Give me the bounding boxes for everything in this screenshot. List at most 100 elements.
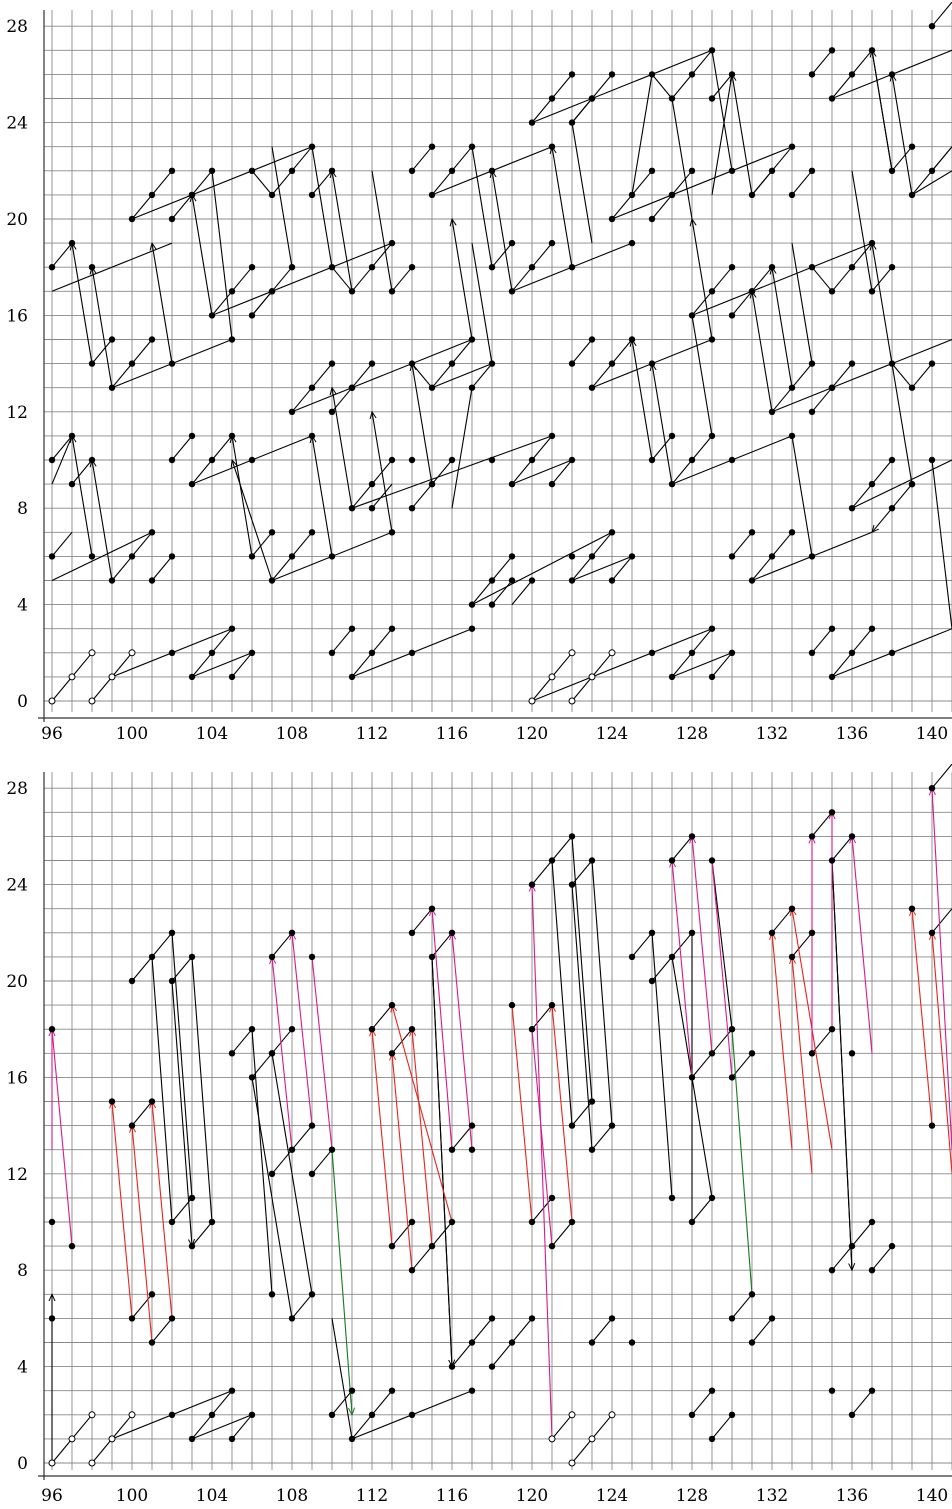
- edge-line: [591, 1125, 613, 1151]
- filled-dot: [448, 1218, 456, 1226]
- edge-line: [851, 242, 873, 268]
- grid: [44, 10, 952, 712]
- edge-line: [431, 363, 493, 389]
- filled-dot: [148, 1291, 156, 1298]
- filled-dot: [168, 1218, 176, 1226]
- filled-dot: [688, 71, 696, 78]
- edge-line: [311, 363, 333, 389]
- y-tick-label: 20: [6, 972, 28, 992]
- edge-line: [691, 49, 713, 75]
- filled-dot: [448, 167, 456, 174]
- edge-line: [651, 435, 673, 461]
- filled-dot: [868, 1218, 876, 1226]
- edge-line: [752, 291, 773, 412]
- red-differential: [412, 1029, 433, 1247]
- y-tick-label: 8: [17, 499, 28, 519]
- edge-line: [711, 1028, 733, 1054]
- filled-dot: [868, 239, 876, 247]
- edge-line: [571, 339, 593, 364]
- filled-dot: [168, 456, 176, 464]
- edge-line: [251, 1029, 273, 1295]
- edge-line: [251, 531, 273, 557]
- open-dot: [68, 673, 76, 681]
- y-tick-label: 12: [6, 403, 28, 423]
- edge-line: [931, 764, 952, 789]
- filled-dot: [248, 167, 256, 174]
- filled-dot: [828, 1387, 836, 1394]
- edge-line: [631, 932, 653, 958]
- edge-line: [231, 266, 253, 292]
- edge-line: [92, 460, 113, 581]
- filled-dot: [208, 1411, 216, 1419]
- edge-line: [731, 531, 753, 557]
- filled-dot: [548, 95, 556, 102]
- edge-line: [931, 459, 952, 629]
- edge-line: [331, 1318, 353, 1439]
- open-dot: [588, 1435, 596, 1443]
- filled-dot: [868, 1267, 876, 1274]
- edge-line: [571, 122, 593, 244]
- edge-line: [411, 908, 433, 934]
- filled-dot: [408, 1411, 416, 1419]
- filled-dot: [608, 215, 616, 223]
- filled-dot: [208, 312, 216, 319]
- edge-line: [611, 146, 793, 220]
- open-dot: [548, 673, 556, 681]
- filled-dot: [728, 71, 736, 78]
- filled-dot: [408, 264, 416, 271]
- x-tick-label: 120: [516, 1486, 548, 1506]
- filled-dot: [368, 360, 376, 367]
- filled-dot: [488, 1363, 496, 1370]
- edge-line: [331, 628, 353, 654]
- filled-dot: [568, 833, 576, 840]
- edge-line: [131, 1101, 153, 1126]
- filled-dot: [108, 384, 116, 391]
- filled-dot: [708, 95, 716, 102]
- edge-line: [771, 387, 793, 413]
- filled-dot: [668, 673, 676, 681]
- edge-line: [631, 74, 653, 195]
- filled-dot: [468, 1146, 476, 1153]
- edge-line: [531, 435, 553, 461]
- filled-dot: [808, 833, 816, 840]
- filled-dot: [348, 288, 356, 295]
- filled-dot: [728, 1411, 736, 1419]
- filled-dot: [688, 929, 696, 936]
- filled-dot: [228, 625, 236, 632]
- filled-dot: [408, 167, 416, 174]
- filled-dot: [148, 1339, 156, 1346]
- edge-line: [931, 146, 952, 172]
- filled-dot: [888, 649, 896, 656]
- magenta-differential: [692, 836, 713, 1054]
- red-differential: [792, 957, 813, 1174]
- filled-dot: [68, 480, 76, 488]
- filled-dot: [168, 360, 176, 367]
- filled-dot: [508, 239, 516, 247]
- filled-dot: [168, 929, 176, 936]
- chart-content: [49, 764, 952, 1467]
- filled-dot: [788, 432, 796, 440]
- open-dot: [568, 649, 576, 657]
- filled-dot: [828, 625, 836, 632]
- edge-line: [591, 860, 613, 1126]
- filled-dot: [268, 288, 276, 295]
- filled-dot: [668, 1194, 676, 1202]
- edge-line: [111, 1414, 133, 1440]
- y-tick-label: 4: [17, 596, 28, 616]
- edge-line: [411, 363, 433, 389]
- filled-dot: [88, 553, 96, 560]
- edge-line: [91, 339, 113, 364]
- filled-dot: [148, 529, 156, 536]
- filled-dot: [448, 1363, 456, 1370]
- edge-line: [551, 836, 573, 861]
- y-tick-label: 28: [6, 779, 28, 799]
- edge-line: [591, 74, 613, 99]
- edge-line: [811, 811, 833, 837]
- edge-line: [191, 1414, 253, 1440]
- edge-line: [671, 74, 693, 99]
- filled-dot: [568, 119, 576, 126]
- filled-dot: [668, 953, 676, 961]
- edge-line: [492, 171, 513, 292]
- filled-dot: [608, 360, 616, 367]
- x-tick-label: 124: [596, 1486, 628, 1506]
